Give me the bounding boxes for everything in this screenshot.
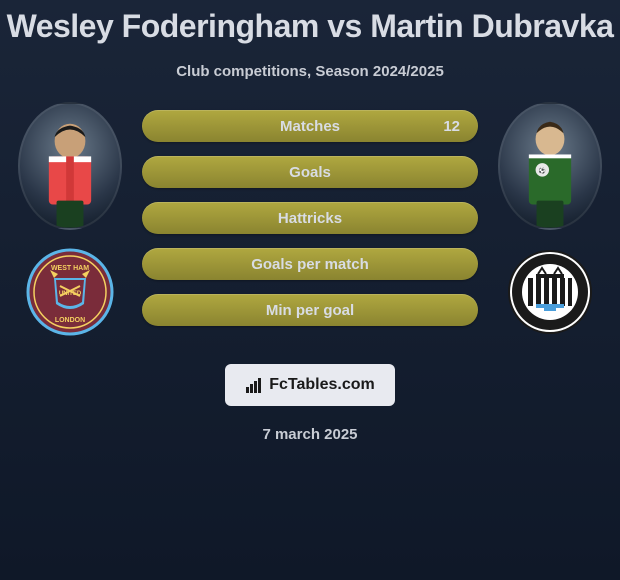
stat-row: Hattricks xyxy=(142,202,478,234)
footer: FcTables.com 7 march 2025 xyxy=(0,364,620,443)
stats-column: Matches 12 Goals Hattricks Goals per mat… xyxy=(130,110,490,326)
svg-text:UNITED: UNITED xyxy=(59,291,82,297)
subtitle: Club competitions, Season 2024/2025 xyxy=(0,63,620,80)
svg-text:LONDON: LONDON xyxy=(55,317,85,324)
club-right-badge xyxy=(506,248,594,336)
stat-row: Goals xyxy=(142,156,478,188)
page-title: Wesley Foderingham vs Martin Dubravka xyxy=(0,8,620,45)
stat-label: Min per goal xyxy=(220,302,400,319)
stat-row: Goals per match xyxy=(142,248,478,280)
main-row: WEST HAM LONDON UNITED Matches 12 Goals … xyxy=(0,110,620,336)
fctables-logo: FcTables.com xyxy=(225,364,395,406)
stat-right-value: 12 xyxy=(400,118,460,135)
date-text: 7 march 2025 xyxy=(0,426,620,443)
left-side: WEST HAM LONDON UNITED xyxy=(10,102,130,336)
logo-text: FcTables.com xyxy=(269,376,375,394)
stat-row: Matches 12 xyxy=(142,110,478,142)
bar-chart-icon xyxy=(245,376,263,394)
player-left-photo xyxy=(18,102,122,230)
right-side: ⚽ xyxy=(490,102,610,336)
stat-row: Min per goal xyxy=(142,294,478,326)
club-left-badge: WEST HAM LONDON UNITED xyxy=(26,248,114,336)
svg-text:⚽: ⚽ xyxy=(538,167,546,175)
stat-label: Goals xyxy=(220,164,400,181)
stat-label: Hattricks xyxy=(220,210,400,227)
stat-label: Goals per match xyxy=(220,256,400,273)
stat-label: Matches xyxy=(220,118,400,135)
svg-text:WEST HAM: WEST HAM xyxy=(51,265,89,272)
player-right-photo: ⚽ xyxy=(498,102,602,230)
